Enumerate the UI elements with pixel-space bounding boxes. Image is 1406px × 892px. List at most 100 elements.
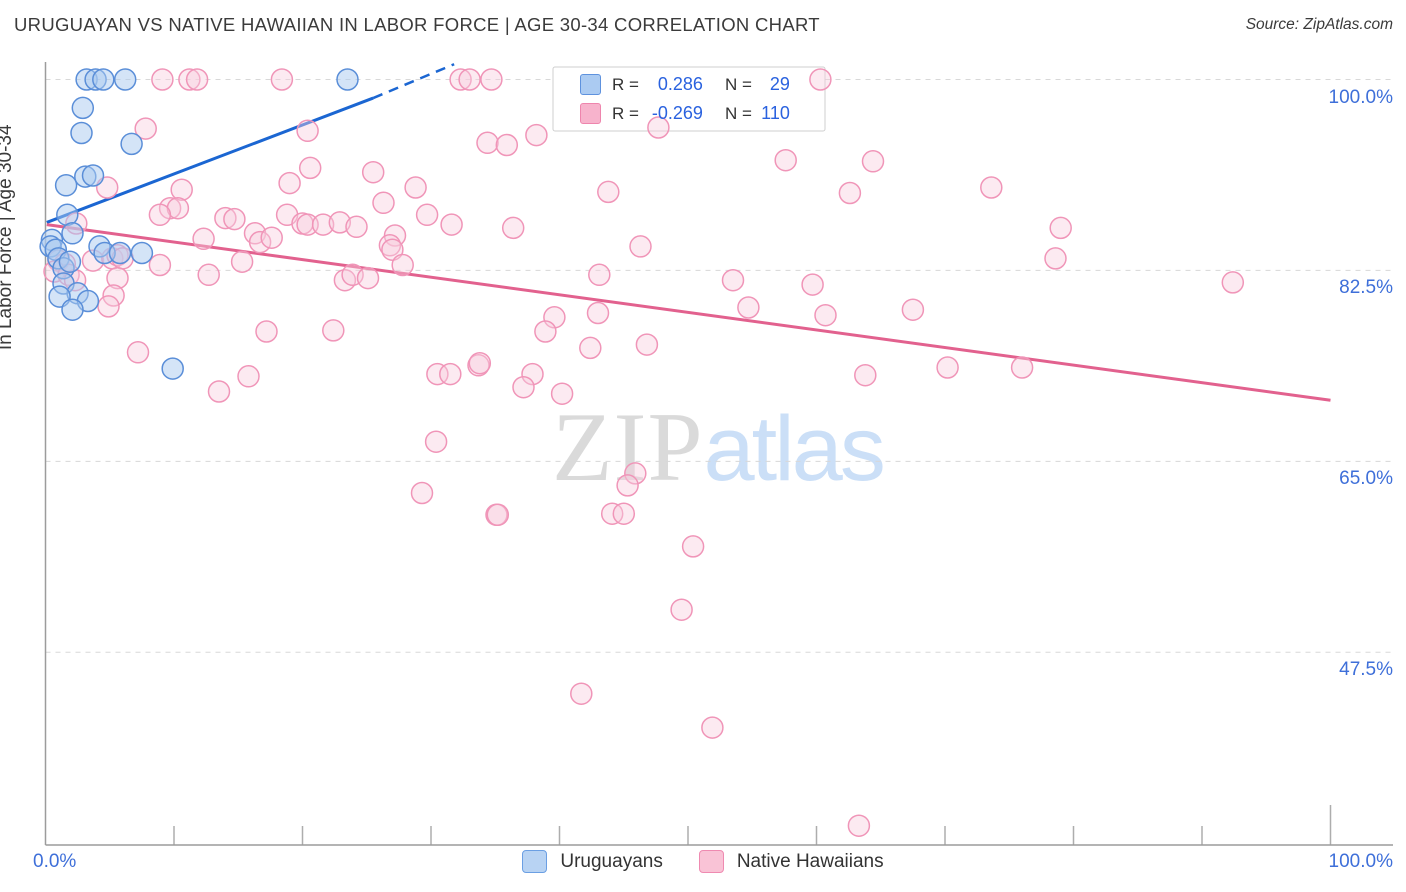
scatter-point-native-hawaiians (468, 351, 492, 375)
scatter-point-native-hawaiians (383, 224, 407, 247)
scatter-point-native-hawaiians (458, 68, 481, 91)
scatter-point-uruguayans (113, 68, 137, 91)
page-title: URUGUAYAN VS NATIVE HAWAIIAN IN LABOR FO… (14, 14, 820, 35)
scatter-point-native-hawaiians (774, 148, 797, 172)
scatter-point-native-hawaiians (501, 216, 525, 240)
legend-item-native-hawaiians: Native Hawaiians (698, 850, 884, 873)
scatter-point-uruguayans (48, 285, 71, 308)
scatter-point-uruguayans (92, 68, 115, 91)
scatter-point-native-hawaiians (255, 320, 278, 343)
scatter-point-uruguayans (336, 68, 359, 91)
scatter-point-native-hawaiians (63, 268, 87, 292)
scatter-point-native-hawaiians (192, 227, 215, 251)
scatter-point-native-hawaiians (361, 160, 385, 184)
scatter-point-uruguayans (66, 282, 89, 305)
scatter-point-native-hawaiians (230, 250, 254, 273)
y-axis-tick-label: 47.5% (1339, 659, 1393, 681)
scatter-point-native-hawaiians (854, 363, 877, 387)
zipatlas-watermark: ZIPatlas (552, 398, 886, 500)
scatter-point-native-hawaiians (1221, 271, 1245, 294)
n-value-uruguayans: 29 (769, 74, 790, 94)
scatter-point-uruguayans (161, 357, 184, 380)
scatter-point-native-hawaiians (214, 206, 237, 230)
scatter-point-native-hawaiians (126, 341, 150, 364)
scatter-point-native-hawaiians (207, 380, 231, 403)
scatter-point-uruguayans (81, 164, 105, 187)
scatter-point-uruguayans (70, 121, 93, 145)
scatter-point-native-hawaiians (372, 191, 395, 215)
x-axis-max-label: 100.0% (1328, 851, 1393, 872)
scatter-point-native-hawaiians (579, 336, 602, 360)
scatter-point-native-hawaiians (178, 68, 201, 91)
watermark-zip: ZIP (552, 393, 704, 502)
scatter-point-native-hawaiians (148, 203, 172, 227)
legend-label-uruguayans: Uruguayans (560, 850, 663, 872)
scatter-point-native-hawaiians (901, 298, 925, 321)
trend-line-uruguayans (46, 96, 374, 224)
scatter-point-native-hawaiians (170, 178, 193, 201)
scatter-point-uruguayans (84, 68, 107, 91)
native-hawaiians-swatch-icon (698, 850, 724, 873)
scatter-point-uruguayans (61, 298, 84, 321)
scatter-point-uruguayans (88, 235, 111, 258)
scatter-point-native-hawaiians (588, 263, 611, 287)
scatter-point-uruguayans (56, 203, 79, 227)
scatter-point-native-hawaiians (197, 263, 220, 287)
scatter-point-native-hawaiians (134, 117, 157, 140)
scatter-point-native-hawaiians (158, 196, 182, 220)
scatter-point-native-hawaiians (81, 249, 105, 272)
y-axis-tick-label: 82.5% (1339, 277, 1393, 299)
scatter-point-native-hawaiians (838, 181, 862, 205)
scatter-point-uruguayans (52, 272, 75, 295)
scatter-point-native-hawaiians (53, 252, 77, 276)
scatter-point-native-hawaiians (248, 230, 272, 254)
scatter-point-native-hawaiians (410, 481, 434, 505)
scatter-point-native-hawaiians (345, 215, 368, 239)
scatter-point-native-hawaiians (328, 211, 352, 234)
scatter-point-native-hawaiians (270, 68, 294, 91)
scatter-point-native-hawaiians (148, 253, 172, 277)
scatter-point-native-hawaiians (275, 203, 299, 227)
scatter-point-native-hawaiians (1049, 216, 1072, 240)
watermark-atlas: atlas (703, 398, 886, 500)
native-hawaiians-swatch-icon (580, 103, 601, 124)
scatter-point-uruguayans (76, 289, 100, 313)
r-value-uruguayans: 0.286 (657, 74, 703, 94)
scatter-point-native-hawaiians (495, 133, 519, 157)
scatter-point-native-hawaiians (485, 503, 508, 527)
trend-line-extension (372, 63, 455, 100)
scatter-point-native-hawaiians (570, 682, 593, 705)
scatter-point-native-hawaiians (296, 213, 319, 236)
scatter-point-native-hawaiians (296, 119, 319, 143)
scatter-point-native-hawaiians (521, 362, 544, 386)
scatter-point-native-hawaiians (1010, 356, 1034, 379)
scatter-point-native-hawaiians (322, 319, 345, 342)
scatter-point-native-hawaiians (102, 284, 125, 307)
scatter-point-native-hawaiians (151, 68, 174, 91)
scatter-point-native-hawaiians (980, 176, 1003, 199)
scatter-point-native-hawaiians (801, 273, 824, 296)
scatter-point-native-hawaiians (57, 263, 80, 287)
scatter-point-native-hawaiians (47, 249, 70, 272)
n-label: N = (724, 74, 752, 94)
y-axis-tick-label: 65.0% (1339, 468, 1393, 490)
scatter-point-native-hawaiians (424, 430, 448, 453)
scatter-point-native-hawaiians (237, 365, 260, 388)
scatter-point-native-hawaiians (861, 150, 885, 173)
scatter-point-uruguayans (40, 228, 64, 252)
scatter-point-uruguayans (130, 241, 154, 265)
scatter-point-native-hawaiians (534, 320, 557, 343)
scatter-point-uruguayans (58, 250, 82, 273)
scatter-point-native-hawaiians (701, 716, 724, 739)
r-label: R = (612, 103, 639, 123)
scatter-point-native-hawaiians (597, 180, 620, 204)
scatter-point-native-hawaiians (439, 362, 462, 386)
scatter-point-native-hawaiians (600, 502, 624, 525)
scatter-point-native-hawaiians (65, 212, 88, 235)
y-axis-title: In Labor Force | Age 30-34 (0, 124, 16, 351)
scatter-point-uruguayans (120, 132, 143, 156)
scatter-point-uruguayans (61, 222, 84, 245)
scatter-point-native-hawaiians (635, 333, 659, 356)
scatter-point-native-hawaiians (101, 247, 124, 270)
scatter-point-native-hawaiians (291, 212, 314, 235)
